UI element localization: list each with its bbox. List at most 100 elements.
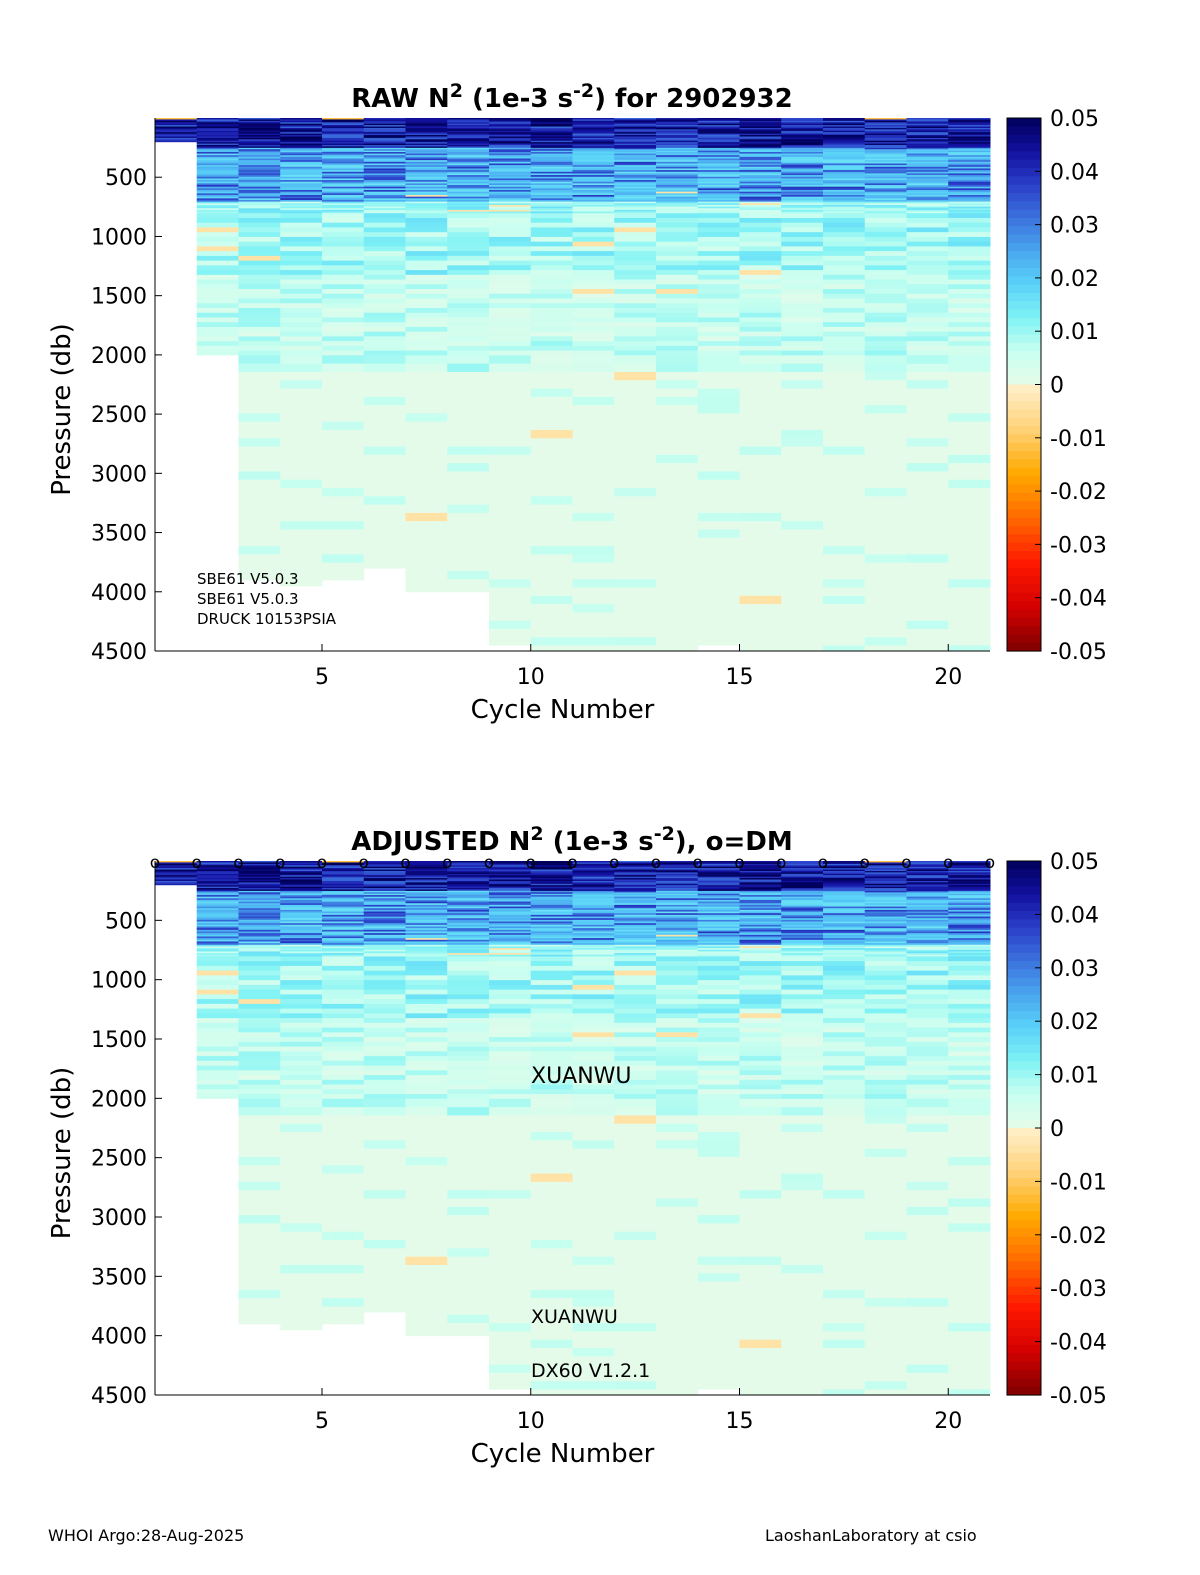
heatmap-cell bbox=[614, 1282, 656, 1291]
heatmap-cell bbox=[656, 1085, 698, 1090]
heatmap-cell bbox=[489, 372, 531, 381]
heatmap-cell bbox=[280, 496, 322, 505]
heatmap-cell bbox=[573, 1056, 615, 1061]
colorbar-segment bbox=[1007, 301, 1041, 310]
heatmap-cell bbox=[406, 317, 448, 322]
heatmap-cell bbox=[531, 438, 573, 447]
heatmap-cell bbox=[948, 961, 990, 966]
heatmap-cell bbox=[364, 1149, 406, 1158]
heatmap-cell bbox=[406, 1198, 448, 1207]
heatmap-cell bbox=[740, 1198, 782, 1207]
heatmap-cell bbox=[322, 1182, 364, 1191]
heatmap-cell bbox=[614, 1132, 656, 1141]
heatmap-cell bbox=[406, 336, 448, 341]
heatmap-cell bbox=[907, 1013, 949, 1018]
heatmap-cell bbox=[447, 538, 489, 547]
heatmap-cell bbox=[656, 956, 698, 961]
heatmap-cell bbox=[447, 1149, 489, 1158]
heatmap-cell bbox=[573, 242, 615, 247]
heatmap-cell bbox=[489, 1215, 531, 1224]
heatmap-cell bbox=[197, 1085, 239, 1090]
heatmap-cell bbox=[364, 505, 406, 514]
heatmap-cell bbox=[489, 413, 531, 422]
heatmap-cell bbox=[614, 232, 656, 237]
heatmap-cell bbox=[698, 966, 740, 971]
heatmap-cell bbox=[322, 1099, 364, 1108]
heatmap-cell bbox=[239, 346, 281, 351]
heatmap-cell bbox=[531, 1157, 573, 1166]
heatmap-cell bbox=[364, 1009, 406, 1014]
heatmap-cell bbox=[322, 232, 364, 237]
heatmap-cell bbox=[364, 422, 406, 431]
heatmap-cell bbox=[531, 313, 573, 318]
colorbar-segment bbox=[1007, 268, 1041, 277]
heatmap-cell bbox=[823, 438, 865, 447]
heatmap-cell bbox=[447, 994, 489, 999]
heatmap-cell bbox=[489, 227, 531, 232]
heatmap-cell bbox=[573, 256, 615, 261]
heatmap-cell bbox=[865, 1013, 907, 1018]
heatmap-cell bbox=[907, 521, 949, 530]
chart-panel-1: 500100015002000250030003500400045005 10 15… bbox=[47, 80, 1107, 725]
heatmap-cell bbox=[740, 1085, 782, 1090]
heatmap-cell bbox=[823, 246, 865, 251]
heatmap-cell bbox=[489, 1028, 531, 1033]
heatmap-cell bbox=[322, 327, 364, 332]
heatmap-cell bbox=[280, 1018, 322, 1023]
heatmap-cell bbox=[823, 261, 865, 266]
heatmap-cell bbox=[573, 1182, 615, 1191]
heatmap-cell bbox=[447, 1042, 489, 1047]
heatmap-cell bbox=[781, 213, 823, 218]
heatmap-cell bbox=[447, 405, 489, 414]
heatmap-cell bbox=[280, 985, 322, 990]
heatmap-cell bbox=[364, 413, 406, 422]
heatmap-cell bbox=[907, 1075, 949, 1080]
heatmap-cell bbox=[447, 1140, 489, 1149]
heatmap-cell bbox=[740, 1115, 782, 1124]
heatmap-cell bbox=[740, 1232, 782, 1241]
heatmap-cell bbox=[907, 579, 949, 588]
heatmap-cell bbox=[489, 1331, 531, 1340]
heatmap-cell bbox=[740, 571, 782, 580]
heatmap-cell bbox=[322, 237, 364, 242]
heatmap-cell bbox=[614, 637, 656, 646]
heatmap-cell bbox=[489, 1198, 531, 1207]
heatmap-cell bbox=[447, 1190, 489, 1199]
heatmap-cell bbox=[489, 990, 531, 995]
heatmap-cell bbox=[948, 1157, 990, 1166]
heatmap-cell bbox=[239, 218, 281, 223]
heatmap-cell bbox=[280, 529, 322, 538]
colorbar-segment bbox=[1007, 1270, 1041, 1279]
heatmap-cell bbox=[823, 1028, 865, 1033]
heatmap-cell bbox=[614, 1094, 656, 1099]
heatmap-cell bbox=[531, 1257, 573, 1266]
heatmap-cell bbox=[907, 308, 949, 313]
heatmap-cell bbox=[489, 588, 531, 597]
heatmap-cell bbox=[364, 430, 406, 439]
heatmap-cell bbox=[698, 341, 740, 346]
heatmap-cell bbox=[280, 990, 322, 995]
heatmap-cell bbox=[197, 1013, 239, 1018]
heatmap-cell bbox=[280, 213, 322, 218]
heatmap-cell bbox=[531, 1099, 573, 1108]
heatmap-cell bbox=[447, 1094, 489, 1099]
heatmap-cell bbox=[531, 280, 573, 285]
heatmap-cell bbox=[197, 1080, 239, 1085]
heatmap-cell bbox=[948, 1099, 990, 1108]
heatmap-cell bbox=[364, 232, 406, 237]
heatmap-cell bbox=[239, 990, 281, 995]
heatmap-cell bbox=[656, 571, 698, 580]
heatmap-cell bbox=[573, 1099, 615, 1108]
heatmap-cell bbox=[531, 218, 573, 223]
heatmap-cell bbox=[698, 308, 740, 313]
heatmap-cell bbox=[948, 521, 990, 530]
heatmap-cell bbox=[698, 971, 740, 976]
heatmap-cell bbox=[239, 1282, 281, 1291]
x-axis-label: Cycle Number bbox=[471, 1439, 655, 1469]
heatmap-cell bbox=[531, 994, 573, 999]
heatmap-cell bbox=[364, 990, 406, 995]
heatmap-cell bbox=[781, 629, 823, 638]
heatmap-cell bbox=[197, 1037, 239, 1042]
heatmap-cell bbox=[197, 313, 239, 318]
heatmap-cell bbox=[197, 1023, 239, 1028]
